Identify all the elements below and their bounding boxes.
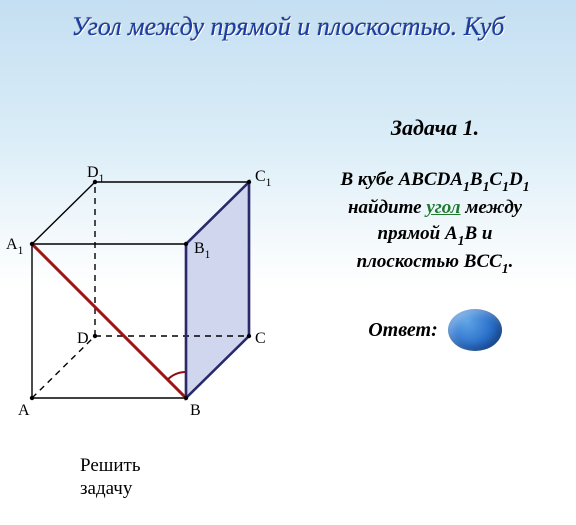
ugol-word: угол (426, 197, 460, 218)
task-text: В кубе ABCDA1B1C1D1 найдите угол между п… (300, 167, 570, 277)
solve-line1: Решить (80, 455, 141, 476)
t-l1a: В кубе (340, 169, 398, 190)
solve-line2: задачу (80, 478, 132, 499)
vertex-label-B: B (190, 402, 201, 420)
cube-name: ABCDA1B1C1D1 (399, 169, 530, 190)
t-l2b: между (461, 197, 522, 218)
page-title: Угол между прямой и плоскостью. Куб (0, 0, 576, 42)
answer-button[interactable] (448, 309, 502, 351)
segment-name: A1B (445, 223, 477, 244)
t-l3b: и (477, 223, 492, 244)
answer-row: Ответ: (300, 309, 570, 351)
vertex-label-A1: A1 (6, 236, 23, 256)
plane-name: BCC1 (464, 251, 509, 272)
t-l2a: найдите (348, 197, 426, 218)
vertex-label-B1: B1 (194, 240, 210, 260)
vertex-label-C1: C1 (255, 168, 271, 188)
t-l3a: прямой (378, 223, 445, 244)
vertex-label-D1: D1 (87, 164, 104, 184)
t-l4a: плоскостью (357, 251, 464, 272)
answer-label: Ответ: (368, 319, 438, 342)
vertex-label-C: C (255, 330, 266, 348)
t-l4b: . (509, 251, 514, 272)
task-number: Задача 1. (300, 115, 570, 141)
vertex-label-D: D (77, 330, 89, 348)
cube-figure: ABCDA1B1C1D1 (10, 110, 280, 420)
solve-button[interactable]: Решить задачу (80, 455, 141, 501)
problem-panel: Задача 1. В кубе ABCDA1B1C1D1 найдите уг… (300, 115, 570, 351)
vertex-label-A: A (18, 402, 30, 420)
